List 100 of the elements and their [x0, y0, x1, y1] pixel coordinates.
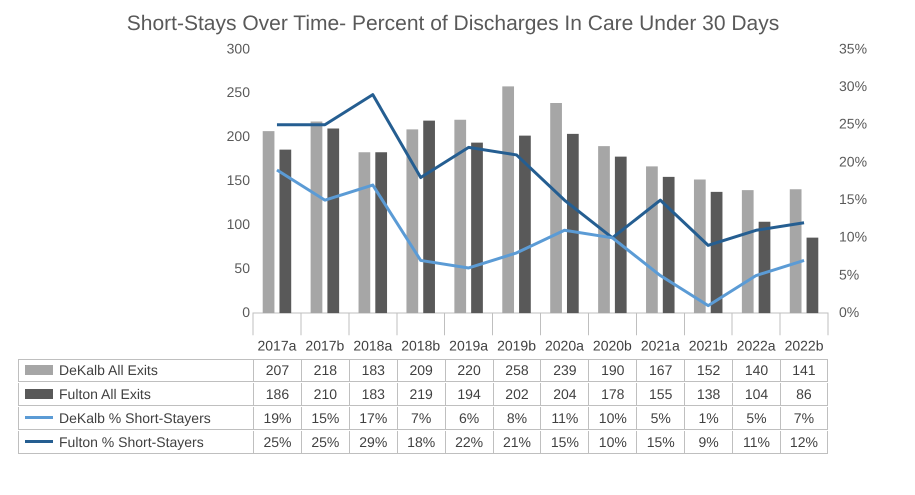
- bar: [519, 136, 531, 314]
- x-tick-label: 2018b: [401, 337, 440, 354]
- x-tick-label: 2021a: [640, 337, 680, 354]
- data-label: 7%: [780, 406, 828, 430]
- legend-label: Fulton All Exits: [59, 386, 151, 402]
- data-label: 239: [540, 358, 588, 382]
- x-tick-label: 2022b: [784, 337, 824, 354]
- data-label: 186: [253, 382, 301, 406]
- data-label: 183: [348, 358, 397, 382]
- data-label: 202: [492, 382, 540, 406]
- bar: [454, 120, 466, 314]
- x-tick-label: 2020a: [544, 337, 584, 354]
- bar: [310, 122, 322, 314]
- data-label: 209: [396, 358, 445, 382]
- data-label: 218: [300, 358, 349, 382]
- bar: [806, 238, 818, 314]
- data-label: 6%: [444, 406, 493, 430]
- bar: [406, 129, 418, 314]
- bar: [662, 176, 675, 314]
- data-label: 220: [444, 358, 493, 382]
- y2-tick-label: 35%: [839, 40, 868, 56]
- x-tick-label: 2022a: [736, 337, 776, 354]
- data-label: 155: [636, 382, 684, 406]
- bar: [423, 120, 435, 314]
- data-label: 141: [780, 358, 828, 382]
- y2-tick-label: 25%: [839, 116, 868, 132]
- bar: [375, 152, 388, 314]
- data-label: 207: [253, 358, 301, 382]
- y2-tick-label: 5%: [839, 266, 860, 282]
- legend-label: Fulton % Short-Stayers: [59, 434, 204, 450]
- data-label: 7%: [396, 406, 445, 430]
- data-label: 19%: [253, 406, 301, 430]
- data-label: 25%: [300, 430, 349, 454]
- data-label: 210: [300, 382, 349, 406]
- data-label: 25%: [253, 430, 301, 454]
- bar: [471, 142, 483, 314]
- data-label: 104: [732, 382, 780, 406]
- bar: [262, 131, 274, 314]
- x-tick-label: 2017b: [305, 337, 345, 354]
- data-label: 219: [396, 382, 445, 406]
- data-label: 152: [684, 358, 732, 382]
- y2-tick-label: 30%: [839, 78, 868, 94]
- y2-tick-label: 0%: [839, 304, 860, 320]
- bar: [646, 166, 658, 314]
- y-tick-label: 300: [226, 40, 250, 56]
- y-tick-label: 200: [226, 128, 250, 144]
- x-tick-label: 2019a: [449, 337, 488, 354]
- y2-tick-label: 20%: [839, 153, 868, 170]
- data-label: 15%: [300, 406, 349, 430]
- data-label: 5%: [636, 406, 684, 430]
- x-tick-label: 2020b: [592, 337, 632, 354]
- y2-tick-label: 15%: [839, 191, 868, 207]
- bar: [710, 192, 722, 314]
- y-tick-label: 50: [234, 260, 250, 276]
- chart-title: Short-Stays Over Time- Percent of Discharges In Care Under 30 Days: [126, 11, 780, 37]
- bar: [279, 150, 292, 314]
- data-label: 183: [348, 382, 397, 406]
- data-label: 178: [588, 382, 636, 406]
- data-label: 12%: [780, 430, 828, 454]
- data-label: 15%: [540, 430, 588, 454]
- data-label: 18%: [396, 430, 445, 454]
- data-label: 167: [636, 358, 684, 382]
- y-tick-label: 100: [226, 216, 250, 232]
- data-label: 5%: [732, 406, 780, 430]
- y-tick-label: 250: [226, 84, 250, 100]
- data-label: 138: [684, 382, 732, 406]
- x-tick-label: 2019b: [497, 337, 536, 354]
- data-label: 29%: [348, 430, 397, 454]
- data-label: 11%: [732, 430, 780, 454]
- x-tick-label: 2017a: [257, 337, 297, 354]
- bar: [742, 190, 754, 314]
- bar: [566, 134, 579, 314]
- data-label: 190: [588, 358, 636, 382]
- bar: [758, 222, 770, 314]
- bar: [550, 103, 562, 314]
- data-label: 258: [492, 358, 540, 382]
- legend-label: DeKalb All Exits: [59, 362, 158, 378]
- data-label: 86: [780, 382, 828, 406]
- data-label: 9%: [684, 430, 732, 454]
- x-tick-label: 2018a: [353, 337, 392, 354]
- bar: [327, 128, 340, 314]
- bar: [614, 156, 627, 314]
- data-label: 11%: [540, 406, 588, 430]
- legend-label: DeKalb % Short-Stayers: [59, 410, 211, 426]
- bar: [358, 152, 370, 314]
- bar: [694, 180, 706, 314]
- data-label: 10%: [588, 406, 636, 430]
- data-label: 22%: [444, 430, 493, 454]
- bar: [502, 86, 514, 314]
- x-tick-label: 2021b: [688, 337, 728, 354]
- data-label: 194: [444, 382, 493, 406]
- data-label: 17%: [348, 406, 397, 430]
- data-label: 10%: [588, 430, 636, 454]
- data-label: 21%: [492, 430, 540, 454]
- data-label: 15%: [636, 430, 684, 454]
- y-tick-label: 150: [226, 172, 250, 188]
- y-tick-label: 0: [242, 304, 250, 320]
- data-label: 1%: [684, 406, 732, 430]
- bar: [790, 189, 802, 314]
- data-label: 140: [732, 358, 780, 382]
